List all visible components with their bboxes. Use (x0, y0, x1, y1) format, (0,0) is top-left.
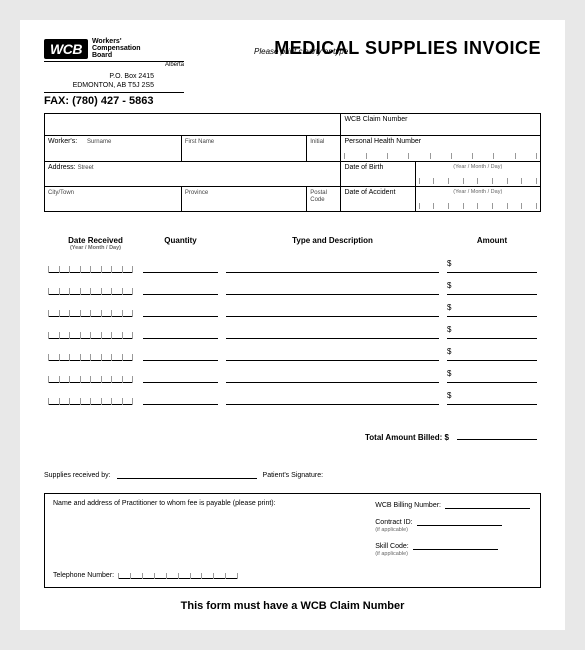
items-header: Date Received (Year / Month / Day) Quant… (44, 236, 541, 251)
workers-surname-field[interactable]: Worker's: Surname (45, 136, 182, 162)
desc-cell[interactable] (226, 325, 439, 339)
logo-line3: Board (92, 52, 141, 59)
telephone-label: Telephone Number: (53, 572, 114, 579)
invoice-page: WCB Workers' Compensation Board Alberta … (20, 20, 565, 630)
province-field[interactable]: Province (181, 187, 306, 212)
billing-field[interactable] (445, 508, 530, 509)
initial-field[interactable]: Initial (307, 136, 341, 162)
address-po: P.O. Box 2415 (44, 72, 154, 81)
practitioner-codes: WCB Billing Number: Contract ID:(if appl… (375, 502, 530, 567)
header: WCB Workers' Compensation Board Alberta … (44, 38, 541, 107)
date-cell[interactable] (48, 347, 143, 361)
amt-cell[interactable]: $ (447, 347, 537, 361)
qty-cell[interactable] (143, 325, 218, 339)
qty-cell[interactable] (143, 369, 218, 383)
firstname-field[interactable]: First Name (181, 136, 306, 162)
item-row: $ (44, 273, 541, 295)
col-amt-header: Amount (447, 236, 537, 251)
skill-label: Skill Code: (375, 543, 408, 550)
col-desc-header: Type and Description (218, 236, 447, 251)
received-by-label: Supplies received by: (44, 472, 111, 479)
amt-cell[interactable]: $ (447, 325, 537, 339)
desc-cell[interactable] (226, 391, 439, 405)
address-city: EDMONTON, AB T5J 2S5 (44, 81, 154, 90)
contract-label: Contract ID: (375, 519, 412, 526)
dob-date-field[interactable]: (Year / Month / Day) (415, 162, 540, 187)
item-rows: $ $ $ $ $ $ $ (44, 251, 541, 405)
doa-date-field[interactable]: (Year / Month / Day) (415, 187, 540, 212)
billing-label: WCB Billing Number: (375, 502, 441, 509)
amt-cell[interactable]: $ (447, 303, 537, 317)
address-street-field[interactable]: Address: Street (45, 162, 341, 187)
doa-field[interactable]: Date of Accident (341, 187, 415, 212)
date-cell[interactable] (48, 259, 143, 273)
amt-cell[interactable]: $ (447, 391, 537, 405)
amt-cell[interactable]: $ (447, 259, 537, 273)
info-grid: WCB Claim Number Worker's: Surname First… (44, 113, 541, 212)
date-cell[interactable] (48, 303, 143, 317)
item-row: $ (44, 383, 541, 405)
desc-cell[interactable] (226, 259, 439, 273)
date-cell[interactable] (48, 281, 143, 295)
city-field[interactable]: City/Town (45, 187, 182, 212)
qty-cell[interactable] (143, 391, 218, 405)
logo-text: Workers' Compensation Board (92, 38, 141, 59)
patient-sig-label: Patient's Signature: (263, 472, 323, 479)
postal-field[interactable]: Postal Code (307, 187, 341, 212)
desc-cell[interactable] (226, 347, 439, 361)
qty-cell[interactable] (143, 347, 218, 361)
skill-field[interactable] (413, 549, 498, 550)
qty-cell[interactable] (143, 281, 218, 295)
fax-line: FAX: (780) 427 - 5863 (44, 92, 184, 107)
logo-line1: Workers' (92, 38, 141, 45)
logo-line2: Compensation (92, 45, 141, 52)
signature-row: Supplies received by: Patient's Signatur… (44, 472, 541, 479)
desc-cell[interactable] (226, 303, 439, 317)
amt-cell[interactable]: $ (447, 281, 537, 295)
fax-label: FAX: (44, 95, 69, 107)
col-date-header: Date Received (Year / Month / Day) (48, 236, 143, 251)
amt-cell[interactable]: $ (447, 369, 537, 383)
qty-cell[interactable] (143, 259, 218, 273)
date-cell[interactable] (48, 391, 143, 405)
desc-cell[interactable] (226, 369, 439, 383)
practitioner-box: Name and address of Practitioner to whom… (44, 493, 541, 588)
dob-field[interactable]: Date of Birth (341, 162, 415, 187)
footer-note: This form must have a WCB Claim Number (44, 600, 541, 612)
signature-field[interactable] (117, 478, 257, 479)
item-row: $ (44, 295, 541, 317)
total-row: Total Amount Billed: $ (44, 433, 541, 442)
date-cell[interactable] (48, 369, 143, 383)
logo-region: Alberta (44, 62, 184, 68)
telephone-row: Telephone Number: (53, 567, 238, 579)
contract-field[interactable] (417, 525, 502, 526)
logo-badge: WCB (44, 39, 88, 59)
phn-field[interactable]: Personal Health Number (341, 136, 541, 162)
practitioner-heading: Name and address of Practitioner to whom… (53, 500, 316, 507)
item-row: $ (44, 251, 541, 273)
logo-block: WCB Workers' Compensation Board Alberta … (44, 38, 214, 107)
item-row: $ (44, 317, 541, 339)
desc-cell[interactable] (226, 281, 439, 295)
item-row: $ (44, 339, 541, 361)
total-amount-field[interactable] (457, 439, 537, 440)
qty-cell[interactable] (143, 303, 218, 317)
fax-number: (780) 427 - 5863 (72, 95, 153, 107)
col-qty-header: Quantity (143, 236, 218, 251)
telephone-field[interactable] (118, 567, 238, 579)
item-row: $ (44, 361, 541, 383)
title-block: MEDICAL SUPPLIES INVOICE Please print cl… (214, 38, 541, 107)
claim-number-field[interactable]: WCB Claim Number (341, 114, 541, 136)
date-cell[interactable] (48, 325, 143, 339)
address-block: P.O. Box 2415 EDMONTON, AB T5J 2S5 (44, 72, 154, 90)
